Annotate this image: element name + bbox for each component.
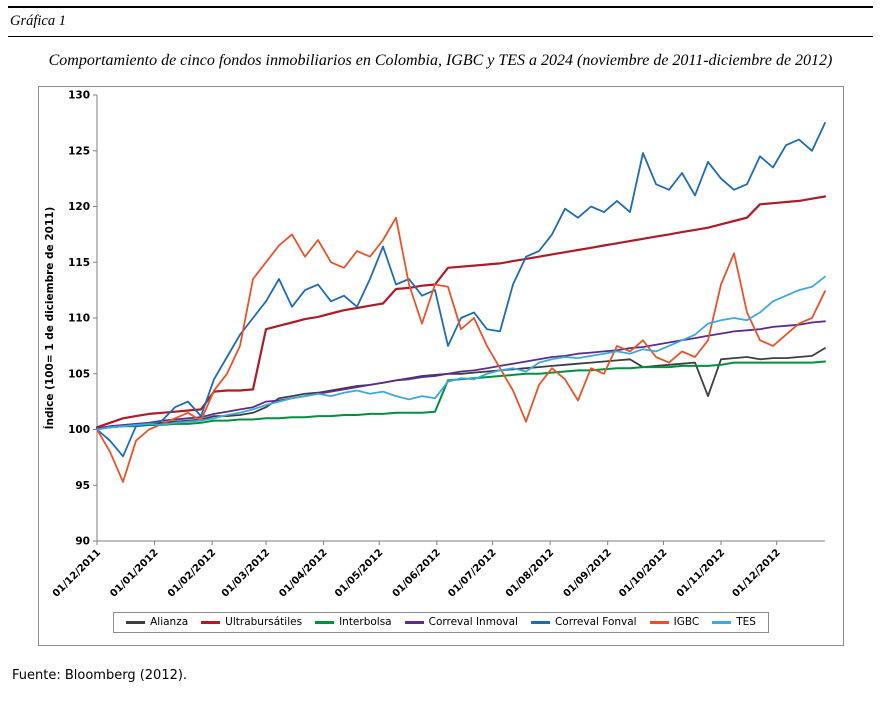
y-tick-label: 130 (68, 90, 90, 102)
legend-item-ultrabursátiles: Ultrabursátiles (201, 617, 302, 628)
series-correval-inmoval (96, 320, 826, 430)
x-tick-label: 01/02/2012 (166, 547, 218, 599)
y-tick-label: 100 (68, 424, 90, 436)
line-chart: 90 95 100 105 110 115 120 125 130 01/12/2011 01/01… (43, 90, 827, 600)
legend-swatch (315, 620, 335, 624)
legend-item-correval-fonval: Correval Fonval (530, 616, 637, 628)
x-tick-label: 01/05/2012 (333, 547, 385, 599)
legend-swatch (649, 620, 669, 624)
legend-label: Correval Fonval (554, 616, 637, 628)
y-tick-label: 115 (68, 257, 90, 269)
y-tick-label: 105 (68, 368, 90, 380)
legend-swatch (530, 620, 550, 624)
series-ultrabursátiles (95, 195, 827, 429)
y-tick-label: 110 (68, 313, 90, 325)
legend-swatch (126, 620, 146, 624)
legend-label: TES (736, 616, 756, 628)
legend-swatch (712, 620, 732, 624)
legend-label: Ultrabursátiles (225, 616, 303, 628)
x-tick-label: 01/12/2011 (51, 547, 103, 599)
y-axis-title: Índice (100= 1 de diciembre de 2011) (43, 207, 56, 430)
legend-item-alianza: Alianza (126, 617, 188, 628)
x-tick-label: 01/06/2012 (391, 547, 443, 599)
x-tick-label: 01/01/2012 (108, 547, 160, 599)
top-rule (8, 6, 873, 8)
legend-swatch (201, 620, 221, 624)
legend-label: Alianza (150, 616, 189, 628)
x-tick-label: 01/09/2012 (562, 547, 614, 599)
legend-item-correval-inmoval: Correval Inmoval (404, 616, 518, 628)
y-tick-label: 120 (68, 201, 90, 213)
legend-item-interbolsa: Interbolsa (315, 617, 392, 628)
series-tes (96, 275, 826, 431)
legend-row: Alianza Ultrabursátiles Interbolsa Correval… (39, 612, 843, 633)
legend-label: IGBC (673, 616, 700, 628)
legend-label: Interbolsa (339, 616, 392, 628)
chart-legend: Alianza Ultrabursátiles Interbolsa Correval… (113, 612, 769, 633)
legend-swatch (404, 620, 424, 624)
header-divider (8, 36, 873, 37)
y-tick-label: 90 (75, 536, 90, 548)
y-tick-label: 95 (75, 480, 90, 492)
series-correval-fonval (96, 122, 826, 458)
source-note: Fuente: Bloomberg (2012). (12, 668, 188, 683)
legend-label: Correval Inmoval (428, 616, 518, 628)
figure-title: Comportamiento de cinco fondos inmobilia… (48, 52, 833, 69)
y-tick-label: 125 (68, 145, 90, 157)
series-interbolsa (96, 360, 826, 430)
figure-label: Gráfica 1 (10, 13, 66, 29)
x-tick-label: 01/08/2012 (504, 547, 556, 599)
x-tick-label: 01/03/2012 (220, 547, 272, 599)
x-tick-label: 01/10/2012 (617, 547, 669, 599)
x-tick-label: 01/07/2012 (446, 547, 498, 599)
x-tick-label: 01/11/2012 (675, 547, 727, 599)
legend-item-igbc: IGBC (649, 616, 700, 628)
x-tick-label: 01/04/2012 (277, 547, 329, 599)
chart-container: 90 95 100 105 110 115 120 125 130 01/12/2011 01/01… (38, 86, 844, 646)
series-igbc (96, 216, 826, 483)
legend-item-tes: TES (712, 617, 756, 628)
series-alianza (96, 347, 826, 431)
x-tick-label: 01/12/2012 (731, 547, 783, 599)
figure-page: Gráfica 1 Comportamiento de cinco fondos… (8, 6, 873, 683)
